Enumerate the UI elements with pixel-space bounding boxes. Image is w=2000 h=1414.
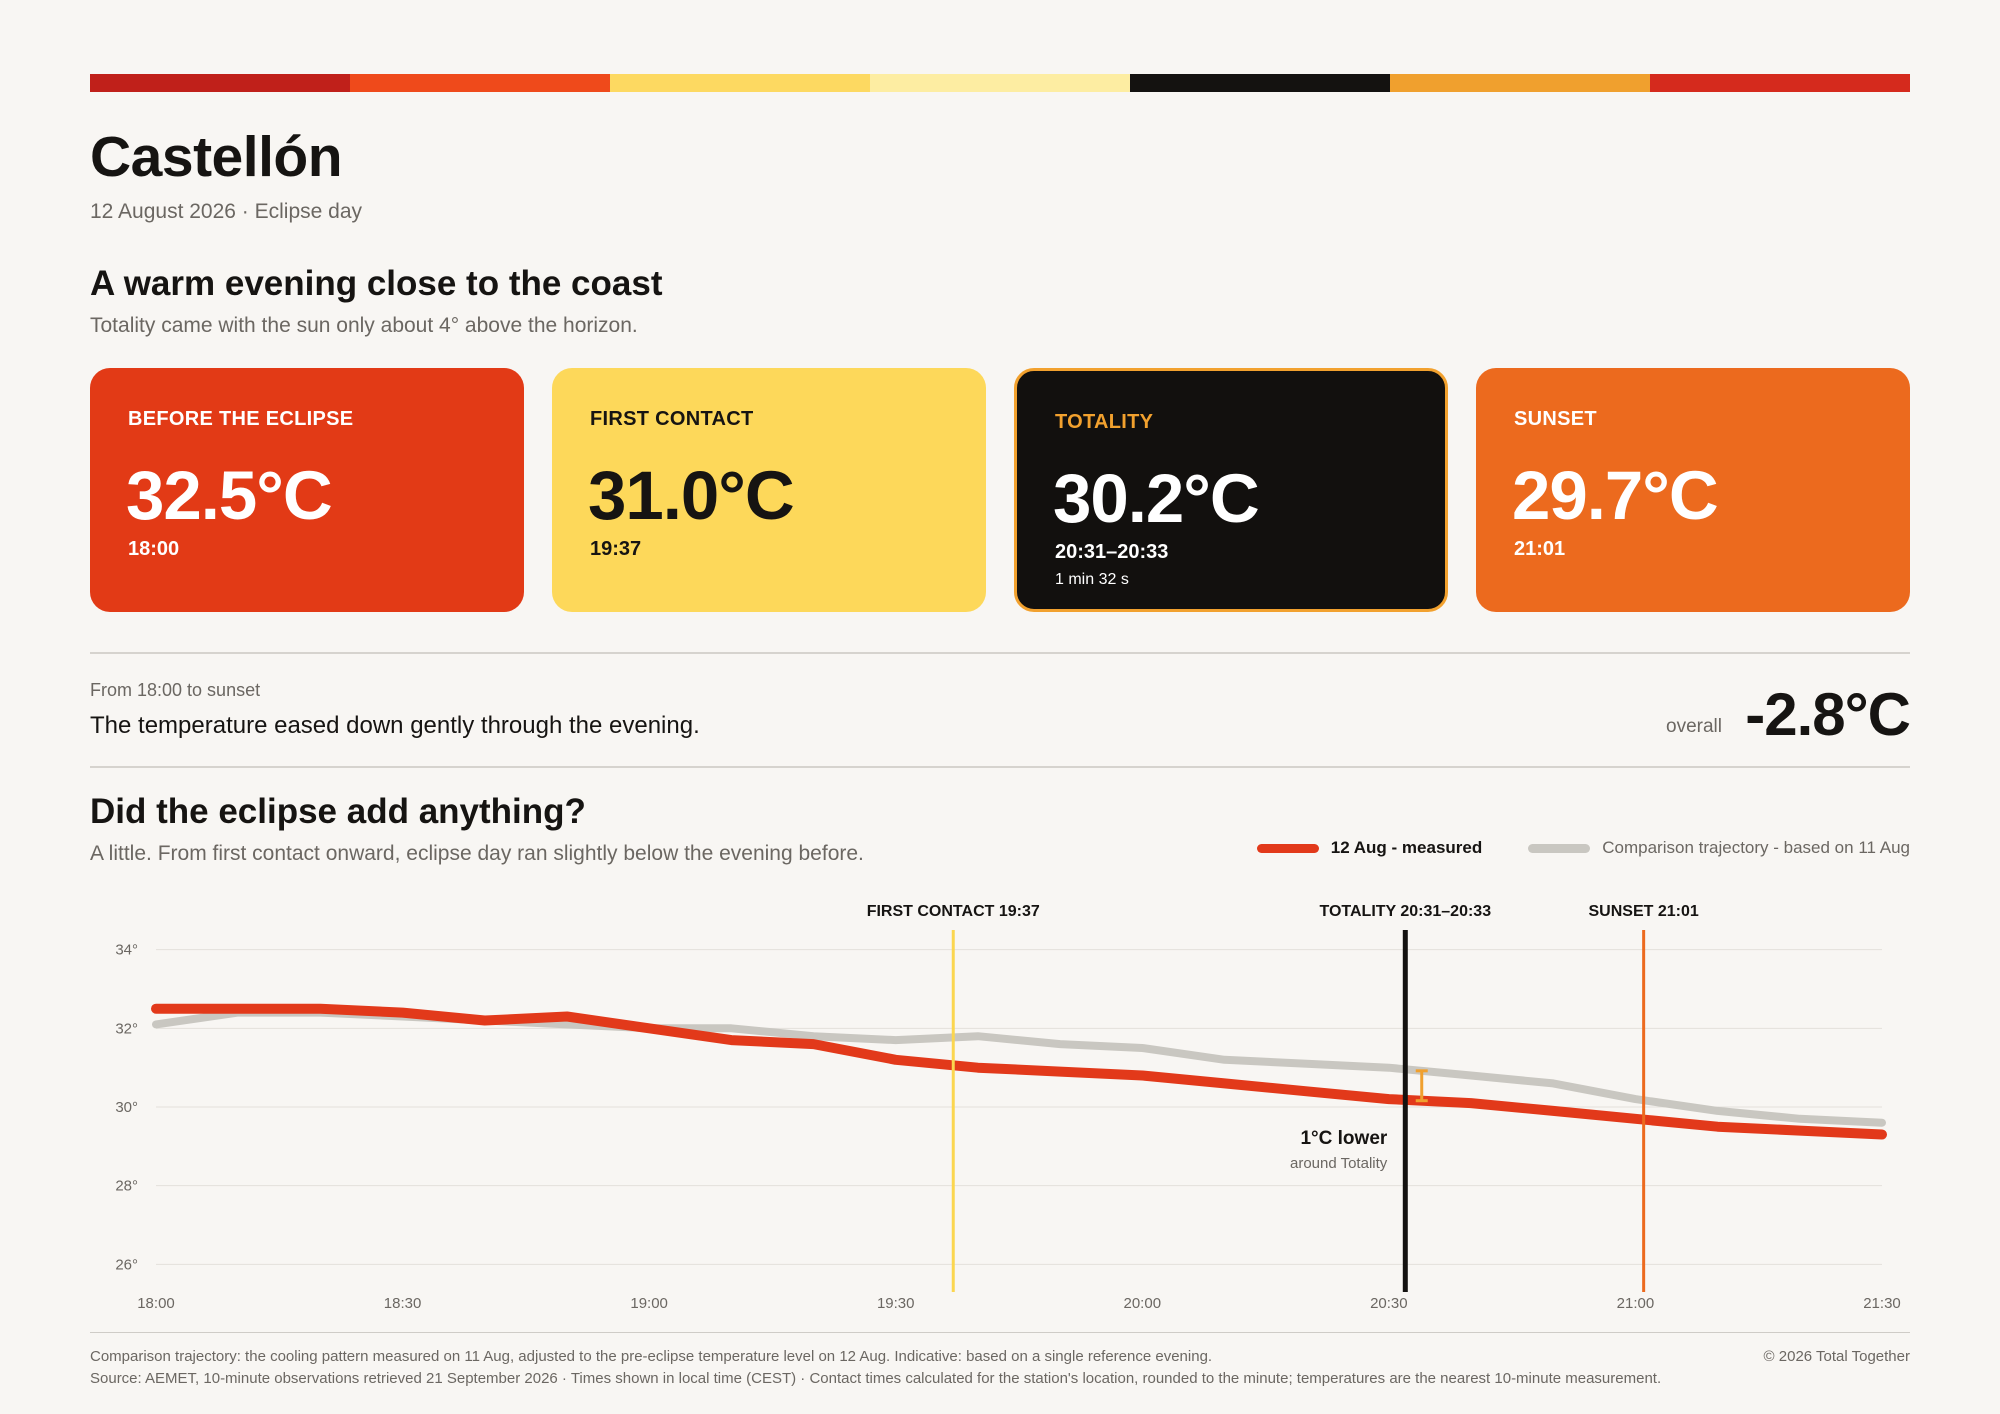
card-label: FIRST CONTACT bbox=[590, 408, 754, 430]
x-tick-label: 21:30 bbox=[1863, 1295, 1901, 1312]
x-tick-label: 18:00 bbox=[137, 1295, 175, 1312]
divider bbox=[90, 1332, 1910, 1333]
stripe-segment bbox=[350, 74, 610, 92]
card-time: 18:00 bbox=[128, 538, 180, 560]
event-label-name: SUNSET bbox=[1589, 903, 1658, 920]
temperature-cards: BEFORE THE ECLIPSE 32.5°C 18:00 FIRST CO… bbox=[90, 368, 1910, 612]
card-duration: 1 min 32 s bbox=[1055, 571, 1129, 588]
legend-swatch-measured bbox=[1256, 843, 1319, 853]
x-tick-label: 21:00 bbox=[1617, 1295, 1655, 1312]
page-title: Castellón bbox=[90, 125, 343, 189]
stripe-segment bbox=[1130, 74, 1390, 92]
card-before-eclipse: BEFORE THE ECLIPSE 32.5°C 18:00 bbox=[90, 368, 524, 612]
event-label: FIRST CONTACT 19:37 bbox=[867, 903, 1040, 920]
series-line-measured bbox=[151, 1003, 1887, 1140]
stripe-segment bbox=[1390, 74, 1650, 92]
card-time: 20:31–20:33 bbox=[1055, 541, 1169, 563]
y-tick-label: 28° bbox=[115, 1178, 138, 1195]
card-time: 19:37 bbox=[590, 538, 642, 560]
card-sunset: SUNSET 29.7°C 21:01 bbox=[1476, 368, 1910, 612]
legend-item-comparison: Comparison trajectory - based on 11 Aug bbox=[1528, 838, 1910, 858]
section-title-evening: A warm evening close to the coast bbox=[90, 264, 663, 303]
card-value: 30.2°C bbox=[1053, 460, 1260, 537]
event-label-time: 20:31–20:33 bbox=[1400, 903, 1491, 920]
card-value: 29.7°C bbox=[1512, 457, 1719, 534]
event-label-time: 19:37 bbox=[999, 903, 1040, 920]
event-label: SUNSET 21:01 bbox=[1589, 903, 1699, 920]
legend-item-measured: 12 Aug - measured bbox=[1256, 838, 1483, 858]
temperature-line-chart: 34° 32° 30° 28° 26° 18:00 18:30 19:00 19:30 20:00… bbox=[115, 903, 1901, 1312]
card-value: 31.0°C bbox=[588, 457, 795, 534]
event-label-name: TOTALITY bbox=[1319, 903, 1400, 920]
footnote-comparison: Comparison trajectory: the cooling patte… bbox=[90, 1348, 1213, 1365]
section-subtitle-evening: Totality came with the sun only about 4°… bbox=[90, 314, 638, 337]
event-label: TOTALITY 20:31–20:33 bbox=[1319, 903, 1491, 920]
x-tick-label: 19:00 bbox=[630, 1295, 668, 1312]
overall-label: overall bbox=[1666, 716, 1722, 737]
y-tick-label: 26° bbox=[115, 1256, 138, 1273]
overall-value: -2.8°C bbox=[1745, 681, 1911, 748]
card-label: BEFORE THE ECLIPSE bbox=[128, 408, 354, 430]
annotation-sublabel: around Totality bbox=[1290, 1155, 1388, 1172]
y-tick-label: 30° bbox=[115, 1099, 138, 1116]
section-subtitle-eclipse: A little. From first contact onward, ecl… bbox=[90, 842, 864, 865]
divider bbox=[90, 766, 1910, 768]
card-value: 32.5°C bbox=[126, 457, 333, 534]
card-first-contact: FIRST CONTACT 31.0°C 19:37 bbox=[552, 368, 986, 612]
stripe-segment bbox=[1650, 74, 1910, 92]
legend-label-measured: 12 Aug - measured bbox=[1330, 838, 1483, 857]
date-line: 12 August 2026 · Eclipse day bbox=[90, 200, 363, 223]
card-totality: TOTALITY 30.2°C 20:31–20:33 1 min 32 s bbox=[1014, 368, 1448, 612]
stripe-segment bbox=[90, 74, 350, 92]
event-label-name: FIRST CONTACT bbox=[867, 903, 999, 920]
copyright: © 2026 Total Together bbox=[1763, 1348, 1910, 1365]
x-tick-label: 20:00 bbox=[1124, 1295, 1162, 1312]
legend-swatch-comparison bbox=[1528, 843, 1591, 853]
x-tick-label: 19:30 bbox=[877, 1295, 915, 1312]
stripe-segment bbox=[870, 74, 1130, 92]
card-time: 21:01 bbox=[1514, 538, 1566, 560]
color-stripe bbox=[90, 74, 1910, 92]
x-tick-label: 18:30 bbox=[384, 1295, 422, 1312]
x-tick-label: 20:30 bbox=[1370, 1295, 1408, 1312]
section-title-eclipse: Did the eclipse add anything? bbox=[90, 792, 586, 831]
summary-text: The temperature eased down gently throug… bbox=[90, 712, 700, 739]
y-tick-label: 32° bbox=[115, 1020, 138, 1037]
y-tick-label: 34° bbox=[115, 942, 138, 959]
annotation-label: 1°C lower bbox=[1300, 1128, 1387, 1149]
chart-legend: 12 Aug - measured Comparison trajectory … bbox=[1211, 838, 1910, 858]
footnote-source: Source: AEMET, 10-minute observations re… bbox=[90, 1370, 1662, 1387]
card-label: TOTALITY bbox=[1055, 411, 1154, 433]
summary-from-label: From 18:00 to sunset bbox=[90, 680, 261, 700]
card-label: SUNSET bbox=[1514, 408, 1597, 430]
event-label-time: 21:01 bbox=[1658, 903, 1699, 920]
divider bbox=[90, 652, 1910, 654]
stripe-segment bbox=[610, 74, 870, 92]
legend-label-comparison: Comparison trajectory - based on 11 Aug bbox=[1602, 838, 1910, 857]
